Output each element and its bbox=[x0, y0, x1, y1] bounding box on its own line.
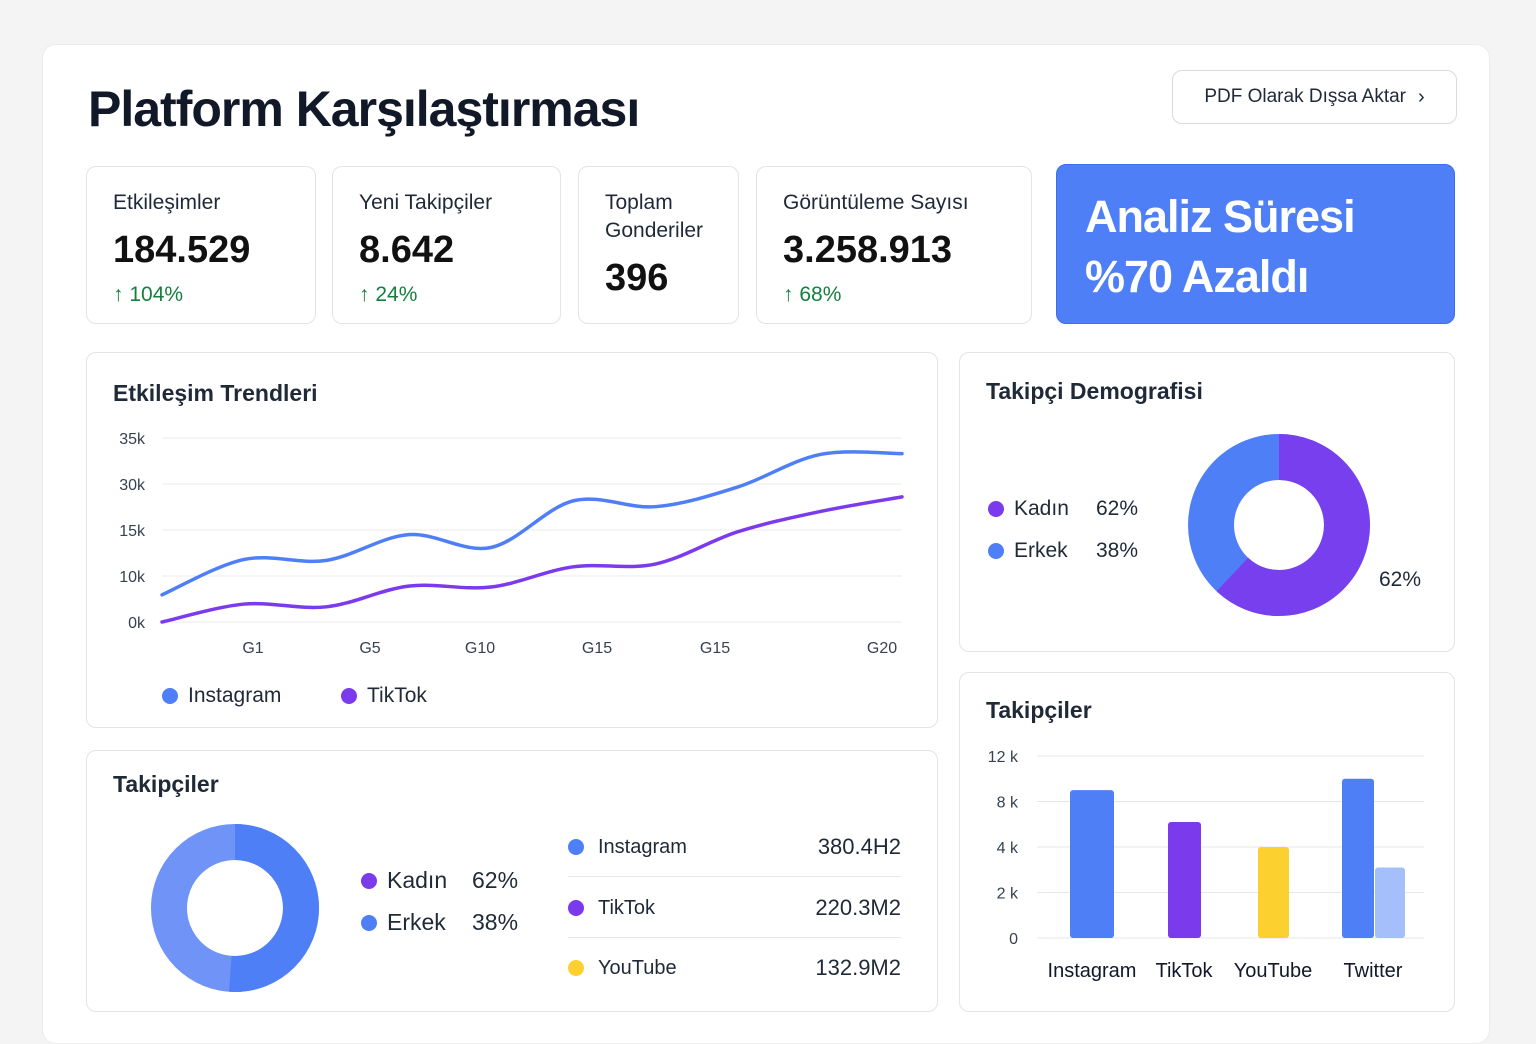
chevron-right-icon: › bbox=[1418, 85, 1425, 108]
export-pdf-button[interactable]: PDF Olarak Dışsa Aktar › bbox=[1172, 70, 1457, 124]
youtube-dot bbox=[568, 960, 584, 976]
banner-line-2: %70 Azaldı bbox=[1085, 251, 1309, 302]
legend-dot-female bbox=[988, 501, 1004, 517]
demographics-card: Takipçi Demografisi Kadın 62% Erkek 38% 62… bbox=[959, 352, 1455, 652]
stat-label: Etkileşimler bbox=[113, 191, 221, 214]
legend-female-value: 62% bbox=[472, 867, 519, 893]
donut-segment-dark bbox=[151, 824, 319, 992]
stat-card-interactions: Etkileşimler 184.529 ↑ 104% bbox=[86, 166, 316, 324]
stat-label: Yeni Takipçiler bbox=[359, 191, 493, 214]
divider bbox=[568, 876, 901, 877]
stat-value: 8.642 bbox=[359, 229, 455, 271]
chart-title: Takipçiler bbox=[986, 697, 1092, 723]
arrow-up-icon: ↑ bbox=[783, 283, 800, 306]
legend-dot-female bbox=[361, 872, 377, 889]
platform-name: YouTube bbox=[598, 956, 677, 979]
legend-dot-tiktok bbox=[341, 688, 357, 704]
arrow-up-icon: ↑ bbox=[359, 283, 376, 306]
stat-card-posts: Toplam Gonderiler 396 bbox=[578, 166, 739, 324]
page-title: Platform Karşılaştırması bbox=[88, 81, 640, 137]
platform-value: 132.9M2 bbox=[815, 955, 901, 980]
legend-male-value: 38% bbox=[1096, 539, 1139, 562]
analysis-time-banner: Analiz Süresi %70 Azaldı bbox=[1056, 164, 1455, 324]
tiktok-dot bbox=[568, 900, 584, 916]
stat-label: Toplam Gonderiler bbox=[605, 191, 704, 242]
legend-male-value: 38% bbox=[472, 909, 519, 935]
stat-card-new-followers: Yeni Takipçiler 8.642 ↑ 24% bbox=[332, 166, 561, 324]
stat-value: 184.529 bbox=[113, 229, 251, 271]
card-title: Takipçiler bbox=[113, 771, 219, 797]
legend-dot-male bbox=[988, 543, 1004, 559]
stat-value: 396 bbox=[605, 257, 669, 299]
legend-dot-instagram bbox=[162, 688, 178, 704]
platform-value: 380.4H2 bbox=[817, 834, 901, 859]
arrow-up-icon: ↑ bbox=[113, 283, 130, 306]
card-title: Takipçi Demografisi bbox=[986, 378, 1203, 404]
stat-card-views: Görüntüleme Sayısı 3.258.913 ↑ 68% bbox=[756, 166, 1032, 324]
legend-female: Kadın bbox=[1014, 497, 1069, 520]
donut-label: 62% bbox=[1379, 568, 1422, 591]
instagram-dot bbox=[568, 839, 584, 855]
banner-line-1: Analiz Süresi bbox=[1085, 191, 1356, 242]
divider bbox=[568, 937, 901, 938]
platform-name: TikTok bbox=[598, 896, 656, 919]
stat-change: 68% bbox=[799, 283, 842, 306]
platform-row-instagram: Instagram 380.4H2 bbox=[568, 834, 901, 860]
chart-title: Etkileşim Trendleri bbox=[113, 380, 318, 406]
legend-female-value: 62% bbox=[1096, 497, 1139, 520]
platform-row-youtube: YouTube 132.9M2 bbox=[568, 955, 901, 981]
legend-female: Kadın bbox=[387, 867, 448, 893]
stat-label: Görüntüleme Sayısı bbox=[783, 191, 969, 214]
platform-row-tiktok: TikTok 220.3M2 bbox=[568, 895, 901, 921]
stat-value: 3.258.913 bbox=[783, 229, 953, 271]
legend-dot-male bbox=[361, 914, 377, 931]
followers-bar-card: Takipçiler bbox=[959, 672, 1455, 1012]
platform-name: Instagram bbox=[598, 835, 687, 858]
platform-value: 220.3M2 bbox=[815, 895, 901, 920]
stat-change: 104% bbox=[129, 283, 184, 306]
export-pdf-label: PDF Olarak Dışsa Aktar bbox=[1204, 86, 1406, 107]
donut-segment-female bbox=[1188, 434, 1370, 616]
engagement-trends-card: Etkileşim Trendleri Instagram TikTok bbox=[86, 352, 938, 728]
demographics-donut bbox=[1188, 434, 1370, 616]
followers-donut bbox=[151, 824, 319, 992]
legend-male: Erkek bbox=[387, 909, 446, 935]
legend-tiktok: TikTok bbox=[367, 684, 427, 707]
legend-male: Erkek bbox=[1014, 539, 1068, 562]
legend-instagram: Instagram bbox=[188, 684, 282, 707]
followers-card: Takipçiler Kadın 62% Erkek 38% bbox=[86, 750, 938, 1012]
stat-change: 24% bbox=[375, 283, 418, 306]
